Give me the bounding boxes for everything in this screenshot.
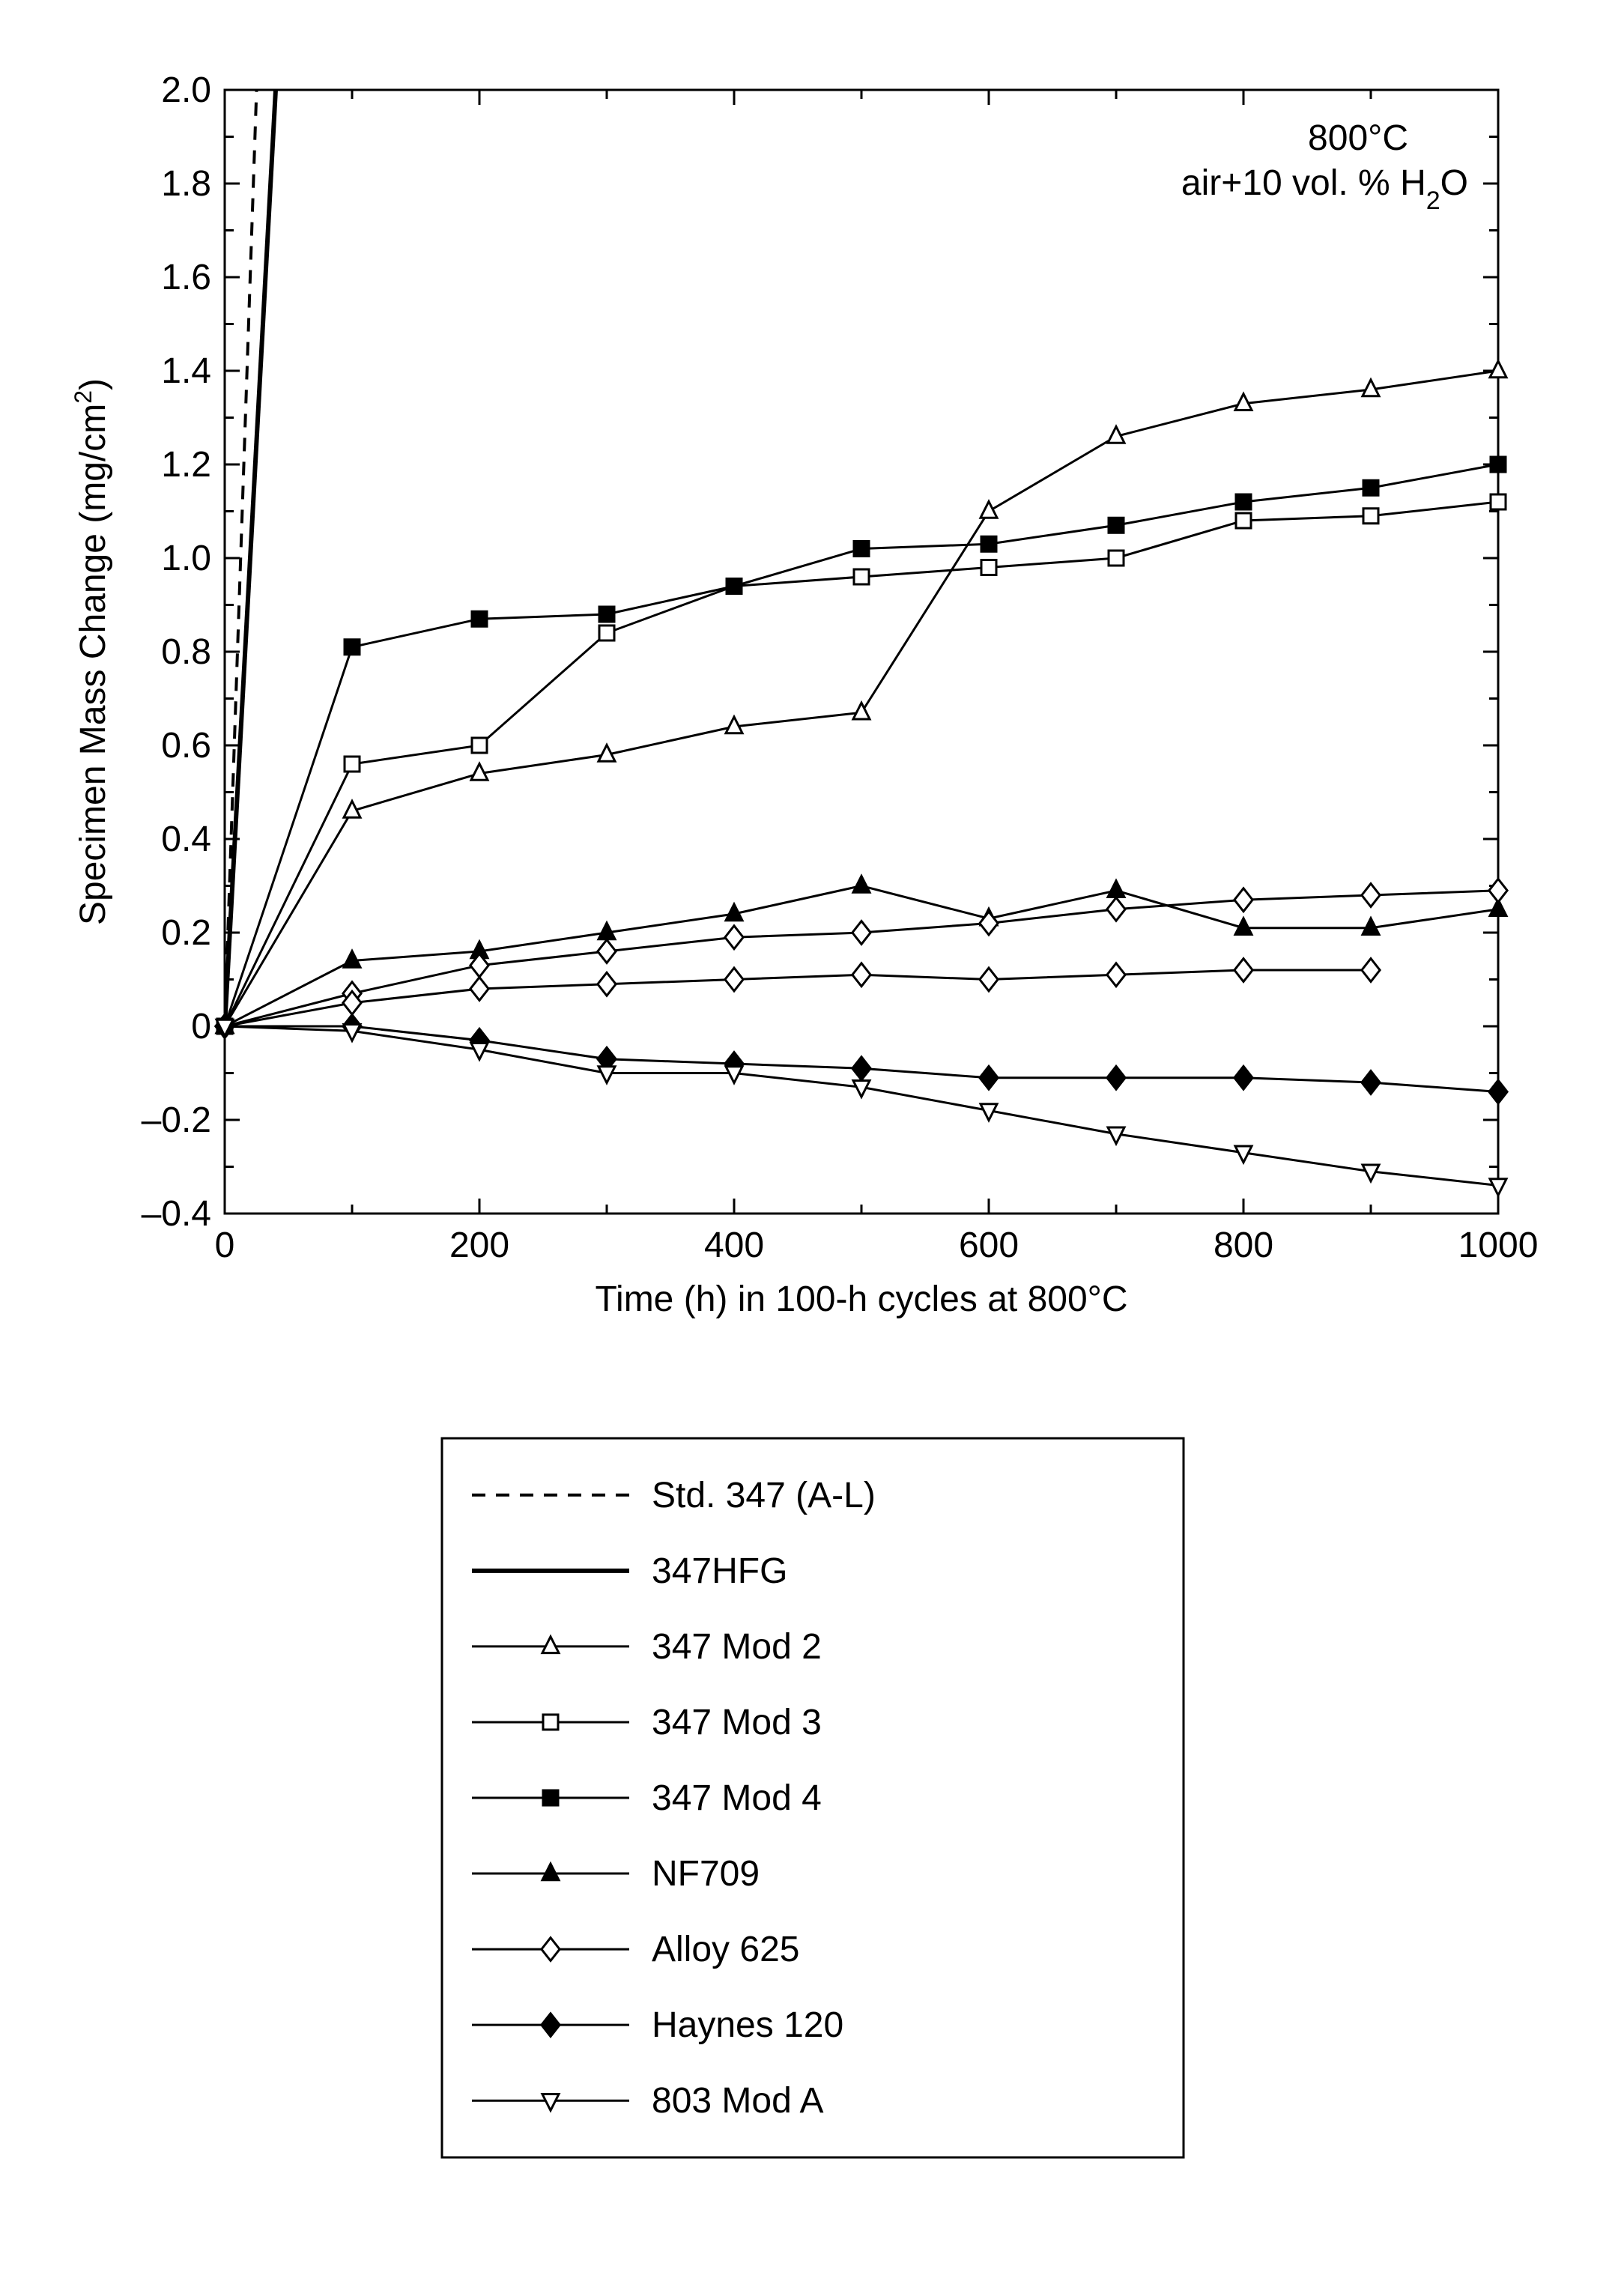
y-tick-label: 1.8: [161, 164, 211, 204]
legend: Std. 347 (A-L) 347HFG 347 Mod 2 347 Mod 3 34…: [442, 1438, 1184, 2157]
y-tick-label: –0.2: [142, 1100, 211, 1140]
series-alloy-625-b: [225, 970, 1371, 1026]
annotation-line-1: 800°C: [1308, 118, 1408, 158]
x-tick-label: 800: [1214, 1226, 1273, 1265]
y-tick-label: 0.6: [161, 726, 211, 766]
legend-label: 347HFG: [652, 1551, 787, 1591]
axes: 0 200 400 600 800 1000 –0.4 –0.2 0 0.2 0.4 0.6 0.8 1.…: [142, 70, 1539, 1265]
y-tick-label: 1.4: [161, 351, 211, 391]
data-series-group: [225, 90, 1498, 1186]
x-axis-label: Time (h) in 100-h cycles at 800°C: [595, 1279, 1127, 1319]
legend-label: Haynes 120: [652, 2005, 843, 2045]
series-alloy-625: [225, 891, 1498, 1026]
legend-label: Std. 347 (A-L): [652, 1476, 876, 1515]
x-tick-label: 0: [215, 1226, 235, 1265]
y-axis-label: Specimen Mass Change (mg/cm2): [70, 378, 113, 925]
series-803-mod-a: [225, 1026, 1498, 1186]
y-tick-label: 0: [191, 1007, 211, 1046]
legend-label: 803 Mod A: [652, 2081, 824, 2121]
legend-label: NF709: [652, 1854, 760, 1894]
y-tick-label: 0.4: [161, 820, 211, 859]
x-tick-label: 1000: [1458, 1226, 1539, 1265]
y-tick-label: 1.6: [161, 258, 211, 297]
chart-annotation: 800°C air+10 vol. % H2O: [1181, 118, 1468, 215]
legend-label: Alloy 625: [652, 1930, 799, 1969]
legend-label: 347 Mod 4: [652, 1778, 822, 1818]
axis-labels: Time (h) in 100-h cycles at 800°C Specime…: [70, 378, 1128, 1319]
y-tick-label: –0.4: [142, 1194, 211, 1234]
data-markers-group: [216, 361, 1507, 1196]
x-tick-label: 400: [704, 1226, 764, 1265]
y-tick-label: 2.0: [161, 70, 211, 110]
y-tick-label: 1.0: [161, 539, 211, 578]
x-tick-label: 200: [449, 1226, 509, 1265]
y-tick-label: 0.2: [161, 913, 211, 953]
y-tick-label: 0.8: [161, 632, 211, 672]
x-tick-label: 600: [959, 1226, 1019, 1265]
legend-label: 347 Mod 3: [652, 1703, 822, 1742]
annotation-line-2: air+10 vol. % H2O: [1181, 163, 1468, 215]
legend-label: 347 Mod 2: [652, 1627, 822, 1667]
y-tick-label: 1.2: [161, 445, 211, 485]
mass-change-chart: 0 200 400 600 800 1000 –0.4 –0.2 0 0.2 0.4 0.6 0.8 1.…: [0, 0, 1624, 2287]
series-nf709: [225, 886, 1498, 1027]
